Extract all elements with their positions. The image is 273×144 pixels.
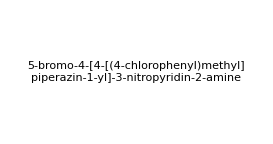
Text: 5-bromo-4-[4-[(4-chlorophenyl)methyl]
piperazin-1-yl]-3-nitropyridin-2-amine: 5-bromo-4-[4-[(4-chlorophenyl)methyl] pi… <box>28 61 245 83</box>
